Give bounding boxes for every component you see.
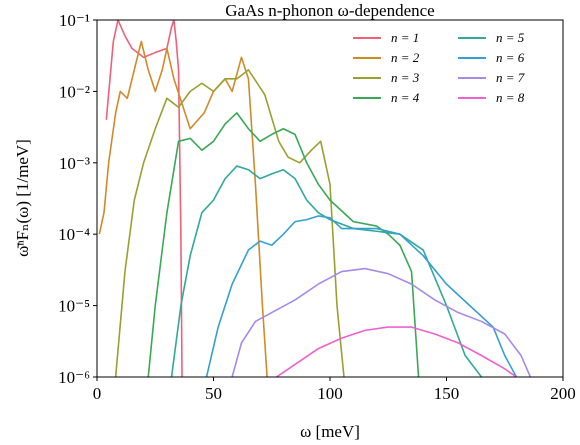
- legend-label: n = 1: [391, 30, 419, 45]
- legend-label: n = 4: [391, 90, 420, 105]
- legend-label: n = 5: [496, 30, 525, 45]
- x-tick-label: 50: [205, 384, 222, 403]
- series-line: [231, 267, 532, 377]
- x-tick-label: 100: [317, 384, 343, 403]
- x-tick-label: 0: [93, 384, 102, 403]
- series-line: [147, 112, 420, 377]
- series-line: [105, 20, 183, 377]
- series-line: [114, 69, 345, 377]
- legend-label: n = 8: [496, 90, 525, 105]
- series-line: [205, 215, 518, 377]
- y-tick-label: 10⁻³: [59, 154, 90, 173]
- x-tick-label: 200: [550, 384, 576, 403]
- legend-label: n = 7: [496, 70, 525, 85]
- legend-label: n = 6: [496, 50, 525, 65]
- plot-area: [98, 20, 532, 377]
- y-tick-label: 10⁻⁵: [58, 297, 90, 316]
- x-axis-label: ω [meV]: [300, 422, 360, 441]
- series-line: [275, 326, 517, 377]
- y-tick-label: 10⁻¹: [59, 11, 90, 30]
- y-tick-label: 10⁻⁴: [58, 225, 90, 244]
- plot-frame: [96, 19, 564, 378]
- y-tick-label: 10⁻²: [59, 82, 90, 101]
- y-tick-label: 10⁻⁶: [58, 368, 90, 387]
- y-axis-label: ω̄ⁿFₙ(ω) [1/meV]: [13, 139, 32, 257]
- series-line: [170, 165, 483, 377]
- legend-label: n = 2: [391, 50, 420, 65]
- chart-title: GaAs n-phonon ω-dependence: [225, 1, 434, 20]
- x-tick-label: 150: [434, 384, 460, 403]
- series-line: [98, 40, 268, 377]
- legend-label: n = 3: [391, 70, 420, 85]
